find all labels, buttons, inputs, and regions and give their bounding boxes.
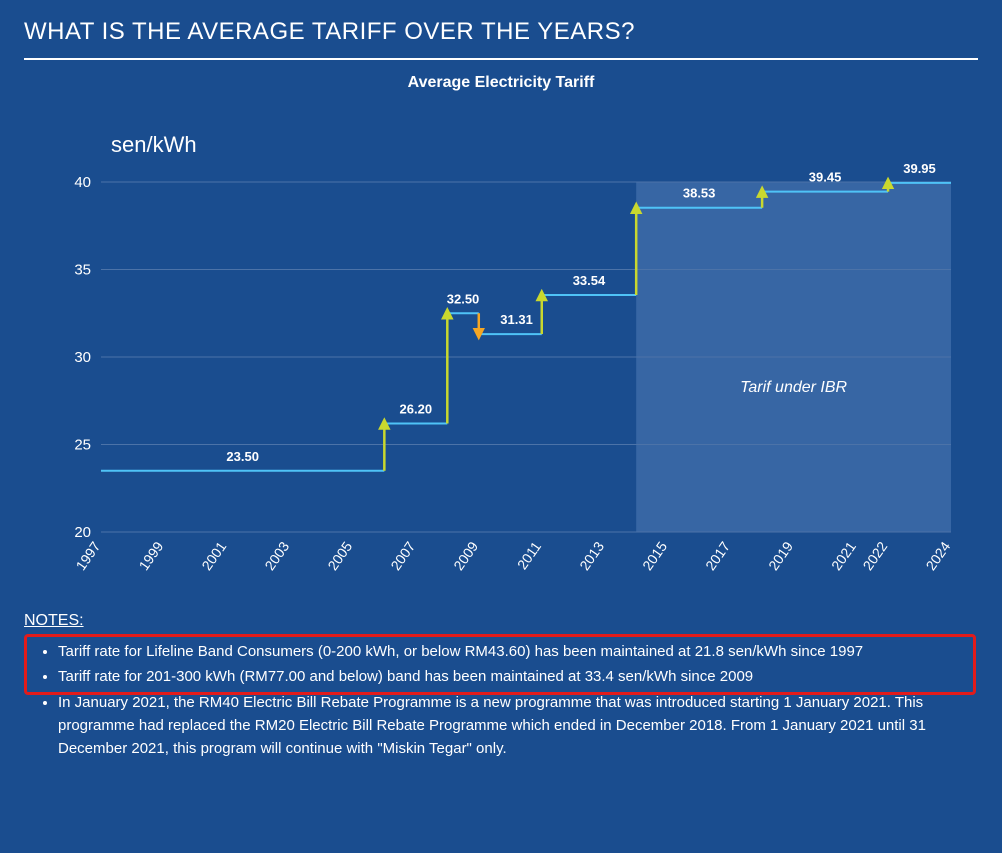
value-label: 33.54 <box>573 273 606 288</box>
y-tick-label: 20 <box>74 524 91 541</box>
x-tick-label: 2017 <box>702 538 733 573</box>
chart-svg: Tarif under IBR 20 25 30 35 40 1997 1999 2001 200… <box>41 102 961 592</box>
x-tick-label: 2011 <box>514 538 544 572</box>
notes-heading: NOTES: <box>24 612 978 630</box>
note-item: Tariff rate for Lifeline Band Consumers … <box>58 640 978 663</box>
x-tick-label: 2015 <box>639 538 670 573</box>
note-item: Tariff rate for 201-300 kWh (RM77.00 and… <box>58 665 978 688</box>
x-tick-label: 2021 <box>828 538 859 573</box>
y-tick-label: 40 <box>74 174 91 191</box>
note-item: In January 2021, the RM40 Electric Bill … <box>58 691 978 761</box>
page-title: WHAT IS THE AVERAGE TARIFF OVER THE YEAR… <box>24 18 978 60</box>
value-label: 26.20 <box>400 402 433 417</box>
notes-list: Tariff rate for Lifeline Band Consumers … <box>24 640 978 760</box>
x-tick-label: 1997 <box>72 538 103 573</box>
x-tick-label: 2022 <box>860 538 891 573</box>
notes-box: Tariff rate for Lifeline Band Consumers … <box>24 640 978 760</box>
shaded-region-label: Tarif under IBR <box>740 379 847 396</box>
value-label: 31.31 <box>500 312 533 327</box>
x-tick-label: 2013 <box>576 538 607 573</box>
chart-title: Average Electricity Tariff <box>24 74 978 92</box>
value-label: 23.50 <box>226 449 259 464</box>
x-tick-label: 2005 <box>324 538 355 573</box>
x-tick-label: 2003 <box>261 538 292 573</box>
value-label: 38.53 <box>683 186 716 201</box>
y-tick-label: 25 <box>74 437 91 454</box>
tariff-chart: sen/kWh Tarif under IBR 20 25 30 35 40 1997 199… <box>41 102 961 592</box>
value-label: 39.45 <box>809 170 842 185</box>
x-tick-label: 2007 <box>387 538 418 573</box>
x-tick-label: 2019 <box>765 538 796 573</box>
y-tick-label: 35 <box>74 262 91 279</box>
x-tick-label: 1999 <box>135 538 166 573</box>
x-tick-label: 2001 <box>198 538 229 573</box>
y-tick-label: 30 <box>74 349 91 366</box>
y-axis-unit: sen/kWh <box>111 132 197 158</box>
x-tick-label: 2024 <box>922 538 953 573</box>
value-label: 39.95 <box>903 161 936 176</box>
value-label: 32.50 <box>447 291 480 306</box>
x-tick-label: 2009 <box>450 538 481 573</box>
